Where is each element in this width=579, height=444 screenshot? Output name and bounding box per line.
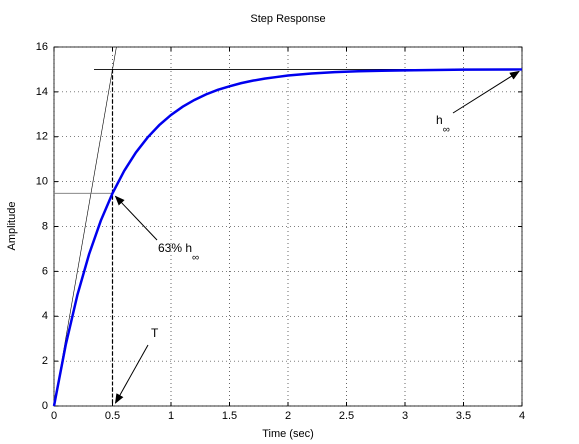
y-tick-label: 10 — [36, 176, 48, 188]
y-tick-label: 16 — [36, 41, 48, 53]
annotation-text: h — [436, 113, 443, 127]
y-tick-label: 0 — [42, 400, 48, 412]
y-axis-label: Amplitude — [6, 202, 18, 251]
y-tick-label: 14 — [36, 86, 48, 98]
annotation-text: 63% h — [158, 241, 192, 255]
annotation-arrow — [114, 195, 158, 241]
y-tick-label: 12 — [36, 131, 48, 143]
y-tick-label: 6 — [42, 265, 48, 277]
annotation-arrow — [452, 70, 520, 114]
annotation-text: T — [151, 326, 159, 340]
y-tick-label: 4 — [42, 310, 48, 322]
x-axis-label: Time (sec) — [262, 428, 314, 440]
x-tick-label: 4 — [519, 410, 525, 422]
x-tick-label: 1.5 — [222, 410, 237, 422]
plot-frame — [53, 46, 523, 407]
annotation-subscript: ∞ — [192, 253, 199, 264]
chart-title: Step Response — [250, 13, 325, 25]
series-line — [52, 68, 523, 407]
x-tick-label: 2.5 — [339, 410, 354, 422]
x-tick-label: 1 — [168, 410, 174, 422]
annotation-subscript: ∞ — [443, 125, 450, 136]
y-tick-label: 2 — [42, 355, 48, 367]
y-tick-label: 8 — [42, 220, 48, 232]
x-tick-label: 2 — [285, 410, 291, 422]
x-tick-label: 3.5 — [456, 410, 471, 422]
x-tick-label: 3 — [402, 410, 408, 422]
annotation-arrow — [115, 344, 149, 404]
x-tick-label: 0.5 — [105, 410, 120, 422]
x-tick-label: 0 — [51, 410, 57, 422]
